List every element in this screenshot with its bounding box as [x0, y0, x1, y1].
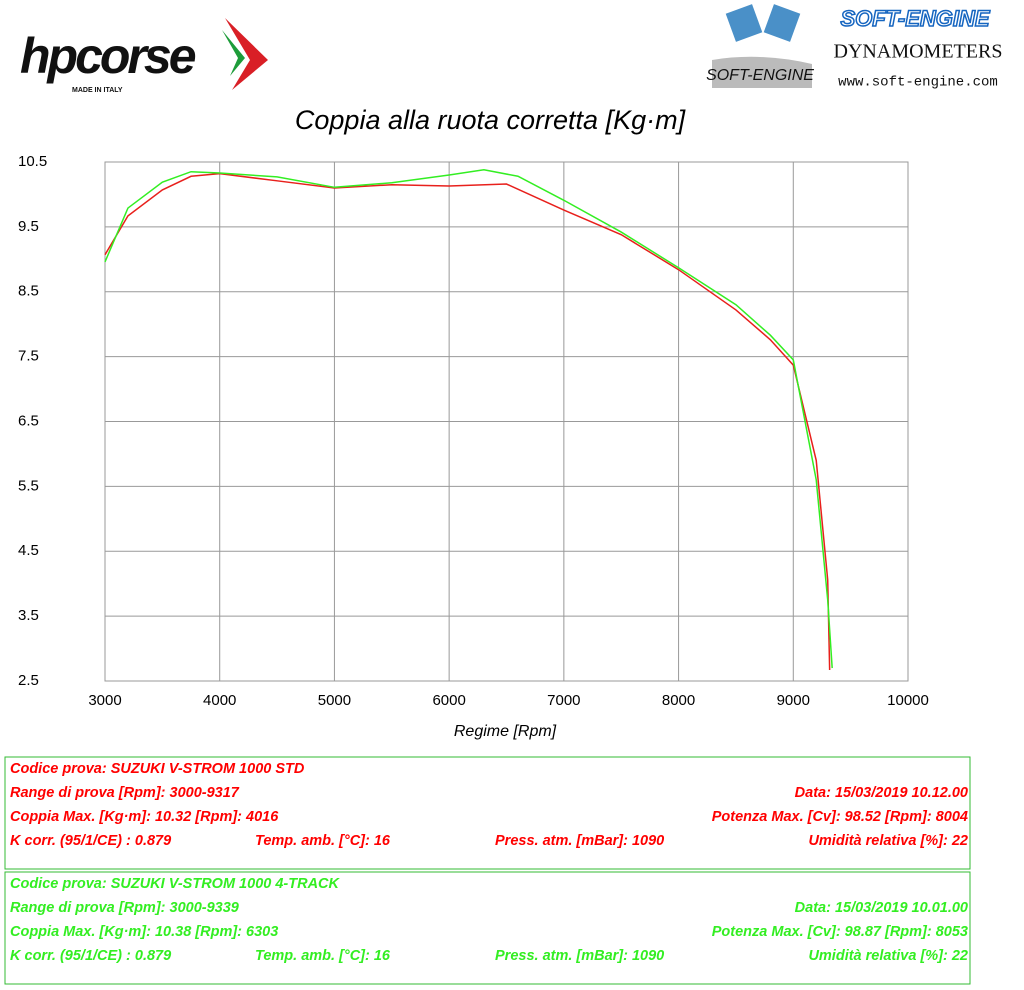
x-tick-label: 10000	[887, 692, 929, 709]
info-text: K corr. (95/1/CE) : 0.879	[10, 948, 171, 964]
brand-sub: MADE IN ITALY	[72, 87, 123, 94]
y-tick-label: 7.5	[18, 348, 39, 365]
maker: SOFT-ENGINE	[840, 6, 990, 31]
info-box	[4, 871, 971, 985]
info-text: Umidità relativa [%]: 22	[808, 948, 968, 964]
info-text: Temp. amb. [°C]: 16	[255, 948, 391, 964]
series-line	[104, 169, 833, 669]
info-text: Press. atm. [mBar]: 1090	[495, 948, 664, 964]
info-text: Press. atm. [mBar]: 1090	[495, 833, 664, 849]
maker-url: www.soft-engine.com	[838, 75, 998, 91]
chart-title: Coppia alla ruota corretta [Kg·m]	[295, 105, 687, 135]
x-tick-label: 3000	[88, 692, 121, 709]
maker-emblem: SOFT-ENGINE	[706, 67, 814, 84]
y-tick-label: 2.5	[18, 672, 39, 689]
hpcorse-logo: hpcorse MADE IN ITALY	[20, 18, 268, 94]
y-tick-label: 5.5	[18, 477, 39, 494]
x-tick-label: 6000	[432, 692, 465, 709]
info-text: Data: 15/03/2019 10.12.00	[795, 785, 968, 801]
x-tick-label: 5000	[318, 692, 351, 709]
info-text: K corr. (95/1/CE) : 0.879	[10, 833, 171, 849]
y-tick-label: 3.5	[18, 607, 39, 624]
y-tick-label: 4.5	[18, 542, 39, 559]
info-text: Codice prova: SUZUKI V-STROM 1000 STD	[10, 761, 305, 777]
info-text: Data: 15/03/2019 10.01.00	[795, 900, 968, 916]
info-text: Coppia Max. [Kg·m]: 10.32 [Rpm]: 4016	[10, 809, 279, 825]
info-text: Range di prova [Rpm]: 3000-9317	[10, 785, 240, 801]
y-tick-label: 8.5	[18, 283, 39, 300]
x-tick-label: 8000	[662, 692, 695, 709]
brand: hpcorse	[20, 28, 196, 84]
info-text: Potenza Max. [Cv]: 98.52 [Rpm]: 8004	[712, 809, 968, 825]
x-axis-label: Regime [Rpm]	[454, 723, 557, 740]
soft-engine-logo: SOFT-ENGINE SOFT-ENGINE DYNAMOMETERS www…	[706, 4, 1002, 91]
x-tick-label: 7000	[547, 692, 580, 709]
info-text: Coppia Max. [Kg·m]: 10.38 [Rpm]: 6303	[10, 924, 278, 940]
series-line	[104, 172, 831, 670]
x-tick-label: 9000	[777, 692, 810, 709]
y-tick-label: 9.5	[18, 218, 39, 235]
y-tick-label: 10.5	[18, 153, 47, 170]
info-text: Range di prova [Rpm]: 3000-9339	[10, 900, 239, 916]
info-box	[4, 756, 971, 870]
info-text: Temp. amb. [°C]: 16	[255, 833, 391, 849]
x-tick-label: 4000	[203, 692, 236, 709]
info-text: Umidità relativa [%]: 22	[808, 833, 968, 849]
info-text: Codice prova: SUZUKI V-STROM 1000 4-TRAC…	[10, 876, 341, 892]
y-tick-label: 6.5	[18, 412, 39, 429]
info-text: Potenza Max. [Cv]: 98.87 [Rpm]: 8053	[712, 924, 968, 940]
maker-sub: DYNAMOMETERS	[834, 41, 1003, 63]
